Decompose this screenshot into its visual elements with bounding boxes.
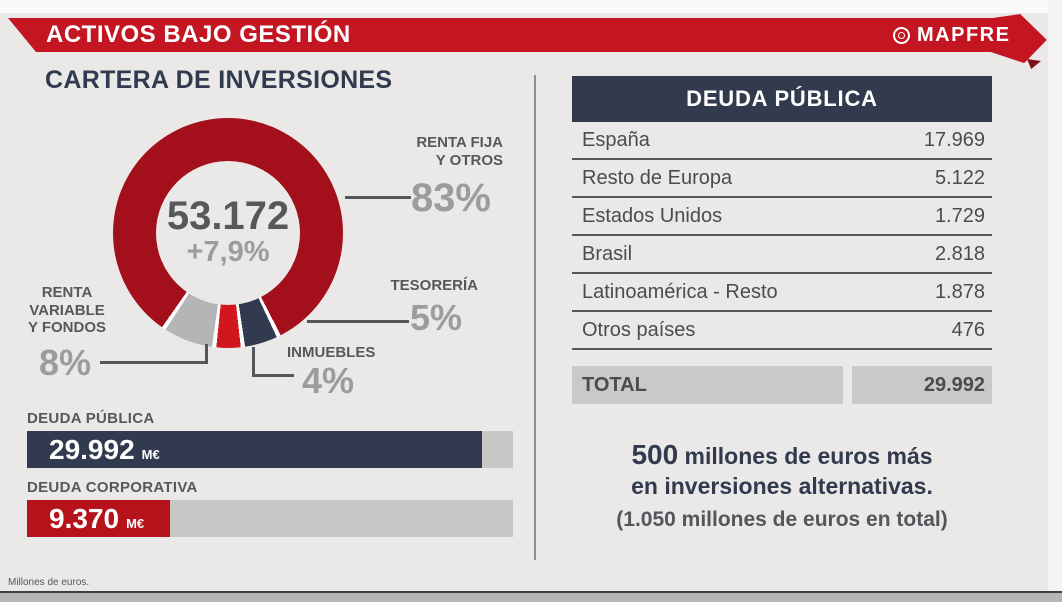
bottom-bar [0,591,1062,602]
row-label: Estados Unidos [582,204,723,227]
table-row: Brasil 2.818 [572,236,992,274]
row-value: 17.969 [923,128,985,151]
leader-line-tesoreria [307,320,409,323]
bar-label-deuda-corporativa: DEUDA CORPORATIVA [27,479,198,496]
label-renta-fija-line1: RENTA FIJA [416,134,503,151]
bar-unit-deuda-publica: M€ [141,447,160,462]
bar-fill-deuda-corporativa: 9.370 M€ [27,500,171,537]
donut-center: 53.172 +7,9% [156,161,300,305]
bar-deuda-corporativa: 9.370 M€ [27,500,513,537]
donut-growth-value: +7,9% [186,236,270,269]
mapfre-logo: MAPFRE [893,18,1010,52]
row-value: 2.818 [934,242,985,265]
right-white-strip [1048,0,1062,602]
row-label: Resto de Europa [582,166,733,189]
label-renta-fija: RENTA FIJA Y OTROS [388,134,503,169]
vertical-divider [534,75,536,560]
leader-line-renta-variable-vertical [205,344,208,364]
label-renta-variable-line1: RENTA [41,284,93,301]
label-renta-fija-line2: Y OTROS [435,151,503,169]
section-title-cartera: CARTERA DE INVERSIONES [45,66,393,94]
row-label: Otros países [582,318,696,341]
total-gap [843,366,852,404]
footnote: Millones de euros. [8,577,90,588]
leader-line-inmuebles-horizontal [252,374,294,377]
label-renta-variable-line2: VARIABLE [29,301,105,319]
header-banner: ACTIVOS BAJO GESTIÓN [8,18,1008,52]
mapfre-emblem-icon [893,26,910,44]
page-title: ACTIVOS BAJO GESTIÓN [46,21,351,48]
table-header: DEUDA PÚBLICA [572,76,992,122]
row-value: 1.729 [934,204,985,227]
pct-renta-variable: 8% [38,342,92,383]
pct-inmuebles: 4% [301,360,355,401]
row-value: 476 [951,318,985,341]
leader-line-renta-variable-horizontal [100,361,208,364]
row-label: Brasil [582,242,633,265]
leader-line-renta-fija [345,196,411,199]
note-line1: 500 millones de euros más [552,437,1012,472]
donut-chart: 53.172 +7,9% [113,118,343,348]
deuda-publica-table: DEUDA PÚBLICA España 17.969 Resto de Eur… [572,76,992,404]
note-highlight: 500 [631,439,679,470]
table-row: Resto de Europa 5.122 [572,160,992,198]
label-inmuebles: INMUEBLES [287,344,376,361]
bar-label-deuda-publica: DEUDA PÚBLICA [27,410,155,427]
banner-fold-shape [1027,59,1041,69]
pct-renta-fija: 83% [410,176,491,220]
brand-name: MAPFRE [917,23,1011,46]
note-line3: (1.050 millones de euros en total) [616,507,948,531]
pct-tesoreria: 5% [409,297,462,338]
row-label: España [582,128,650,151]
label-renta-variable-line3: Y FONDOS [27,319,107,337]
bar-fill-deuda-publica: 29.992 M€ [27,431,482,468]
alternatives-note: 500 millones de euros más en inversiones… [552,437,1012,532]
label-renta-variable: RENTA VARIABLE Y FONDOS [18,284,116,337]
bar-deuda-publica: 29.992 M€ [27,431,513,468]
donut-total-value: 53.172 [166,194,290,239]
bar-value-deuda-publica: 29.992 [49,433,135,465]
top-white-strip [0,0,1062,13]
table-row: Latinoamérica - Resto 1.878 [572,274,992,312]
note-line1-rest: millones de euros más [678,443,933,469]
row-label: Latinoamérica - Resto [582,280,778,303]
label-tesoreria: TESORERÍA [390,277,478,294]
table-total-row: TOTAL 29.992 [572,366,992,404]
bar-value-deuda-corporativa: 9.370 [49,502,120,534]
leader-line-inmuebles-vertical [252,347,255,377]
total-value: 29.992 [852,366,992,404]
total-label: TOTAL [572,366,843,404]
row-value: 1.878 [934,280,985,303]
table-row: Otros países 476 [572,312,992,350]
table-row: Estados Unidos 1.729 [572,198,992,236]
bar-unit-deuda-corporativa: M€ [126,516,145,531]
row-value: 5.122 [934,166,985,189]
note-line2: en inversiones alternativas. [631,473,933,499]
table-row: España 17.969 [572,122,992,160]
